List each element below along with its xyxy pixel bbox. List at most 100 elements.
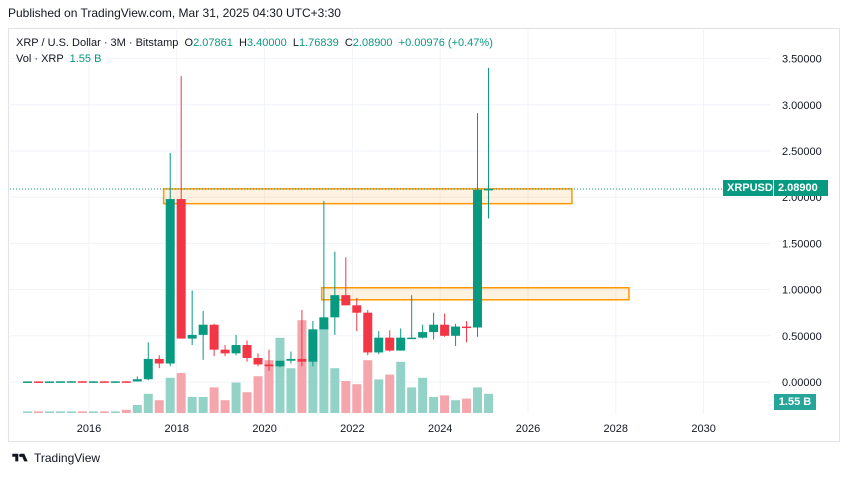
volume-bar	[407, 387, 417, 413]
candle-body	[341, 295, 351, 306]
candle-body	[176, 199, 186, 339]
candle-body	[34, 381, 44, 383]
volume-bar	[462, 398, 472, 413]
candle	[88, 381, 98, 383]
close-label: C	[344, 37, 353, 49]
candle	[121, 381, 131, 383]
volume-bar	[341, 381, 351, 413]
x-tick-label: 2028	[604, 423, 628, 435]
candle	[231, 334, 241, 356]
candle	[440, 313, 450, 337]
candle	[451, 323, 461, 346]
candle	[308, 321, 318, 367]
volume-bar	[440, 395, 450, 413]
volume-bar	[110, 411, 120, 413]
brand-name: TradingView	[34, 451, 101, 465]
volume-bar	[23, 411, 33, 413]
candle	[242, 340, 252, 362]
candle-body	[451, 326, 461, 336]
candle	[429, 312, 439, 340]
x-tick-label: 2030	[691, 423, 715, 435]
chart-legend: XRP / U.S. Dollar · 3M · Bitstamp O2.078…	[16, 35, 493, 67]
candle-body	[143, 358, 153, 380]
volume-bar	[330, 368, 340, 413]
volume-bar	[483, 393, 493, 413]
resistance-zone	[162, 188, 573, 205]
candle-body	[286, 358, 296, 361]
candle	[286, 351, 296, 364]
price-tag-value: 2.08900	[774, 180, 828, 196]
x-tick-label: 2026	[516, 423, 540, 435]
candle	[253, 353, 263, 367]
candle-body	[264, 364, 274, 367]
change-value: +0.00976 (+0.47%)	[398, 37, 493, 49]
volume-bar	[374, 379, 384, 413]
candle	[319, 200, 329, 330]
volume-bar	[308, 331, 318, 413]
volume-bar	[473, 387, 483, 413]
volume-bar	[209, 387, 219, 413]
y-tick-label: 3.50000	[782, 54, 822, 66]
volume-bar	[143, 393, 153, 413]
candle	[385, 330, 395, 352]
volume-bar	[363, 360, 373, 413]
candle-body	[242, 345, 252, 358]
low-value: 1.76839	[298, 37, 339, 49]
candle	[44, 381, 54, 383]
candle-body	[275, 360, 285, 367]
candle-body	[154, 358, 164, 364]
y-tick-label: 1.00000	[782, 285, 822, 297]
candle-body	[55, 381, 65, 383]
candle-body	[308, 329, 318, 362]
volume-bar	[44, 411, 54, 413]
footer-brand[interactable]: TradingView	[10, 451, 100, 465]
x-tick-label: 2022	[340, 423, 364, 435]
close-value: 2.08900	[352, 37, 393, 49]
candle	[143, 342, 153, 381]
legend-row-ohlc: XRP / U.S. Dollar · 3M · Bitstamp O2.078…	[16, 35, 493, 51]
published-info: Published on TradingView.com, Mar 31, 20…	[8, 6, 341, 20]
candle-body	[374, 337, 384, 353]
high-value: 3.40000	[246, 37, 287, 49]
y-tick-label: 2.50000	[782, 146, 822, 158]
candle-body	[483, 188, 493, 191]
candle	[34, 381, 44, 383]
candle-body	[77, 381, 87, 383]
candle	[187, 290, 197, 346]
volume-bar	[121, 409, 131, 413]
volume-bar	[352, 384, 362, 413]
volume-bar	[187, 397, 197, 413]
candle-body	[44, 381, 54, 383]
candle	[363, 309, 373, 356]
candle	[198, 310, 208, 360]
x-tick-label: 2024	[428, 423, 452, 435]
volume-bar	[385, 374, 395, 413]
volume-bar	[154, 400, 164, 413]
candle-body	[418, 332, 428, 338]
volume-bar	[34, 411, 44, 413]
volume-bar	[220, 400, 230, 413]
volume-label: Vol · XRP	[16, 53, 64, 65]
candle	[55, 381, 65, 383]
candle-body	[66, 381, 76, 383]
symbol-label: XRP / U.S. Dollar · 3M · Bitstamp	[16, 37, 179, 49]
volume-bar	[99, 411, 109, 413]
candle-body	[429, 324, 439, 333]
volume-bar	[176, 373, 186, 413]
y-tick-label: 3.00000	[782, 100, 822, 112]
x-tick-label: 2018	[165, 423, 189, 435]
volume-value: 1.55 B	[69, 53, 102, 65]
y-tick-label: 0.00000	[782, 377, 822, 389]
candle	[66, 381, 76, 383]
volume-bar	[319, 325, 329, 413]
candle-body	[363, 312, 373, 353]
volume-bar	[231, 382, 241, 413]
candle-body	[88, 381, 98, 383]
candle	[23, 381, 33, 383]
candle	[297, 309, 307, 367]
tradingview-logo-icon	[12, 453, 28, 462]
candle-body	[330, 295, 340, 318]
candle	[110, 381, 120, 383]
volume-bar	[297, 320, 307, 413]
